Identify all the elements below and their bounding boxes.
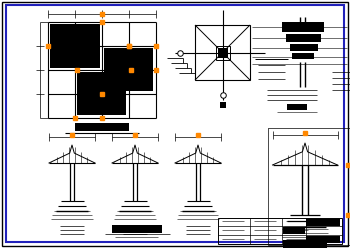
Bar — [112, 225, 162, 233]
Bar — [216, 45, 230, 60]
Bar — [104, 48, 153, 91]
Bar — [50, 24, 100, 68]
Bar — [306, 236, 340, 243]
Bar — [75, 123, 129, 131]
Bar — [217, 48, 228, 58]
Bar — [287, 104, 307, 110]
Bar — [306, 219, 340, 226]
Bar — [267, 128, 350, 245]
Bar — [282, 22, 324, 32]
Bar — [195, 25, 250, 80]
Bar — [286, 34, 321, 42]
Bar — [77, 72, 126, 115]
Bar — [218, 218, 342, 244]
Bar — [292, 53, 314, 59]
Bar — [290, 44, 318, 51]
Bar — [283, 240, 327, 248]
Bar — [219, 102, 225, 108]
Bar — [283, 227, 305, 234]
